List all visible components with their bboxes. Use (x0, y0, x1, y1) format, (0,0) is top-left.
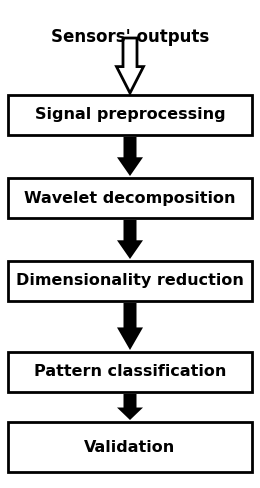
Polygon shape (116, 38, 144, 93)
Polygon shape (117, 303, 143, 350)
Text: Sensors' outputs: Sensors' outputs (51, 28, 209, 46)
Bar (8, 352, 252, 392)
Polygon shape (117, 137, 143, 176)
Bar (8, 422, 252, 472)
Text: Dimensionality reduction: Dimensionality reduction (16, 273, 244, 288)
Text: Wavelet decomposition: Wavelet decomposition (24, 190, 236, 205)
Polygon shape (117, 220, 143, 259)
Bar (8, 261, 252, 301)
Bar (8, 95, 252, 135)
Bar (8, 178, 252, 218)
Text: Pattern classification: Pattern classification (34, 365, 226, 380)
Text: Validation: Validation (84, 440, 176, 454)
Text: Signal preprocessing: Signal preprocessing (35, 107, 225, 122)
Polygon shape (117, 394, 143, 420)
